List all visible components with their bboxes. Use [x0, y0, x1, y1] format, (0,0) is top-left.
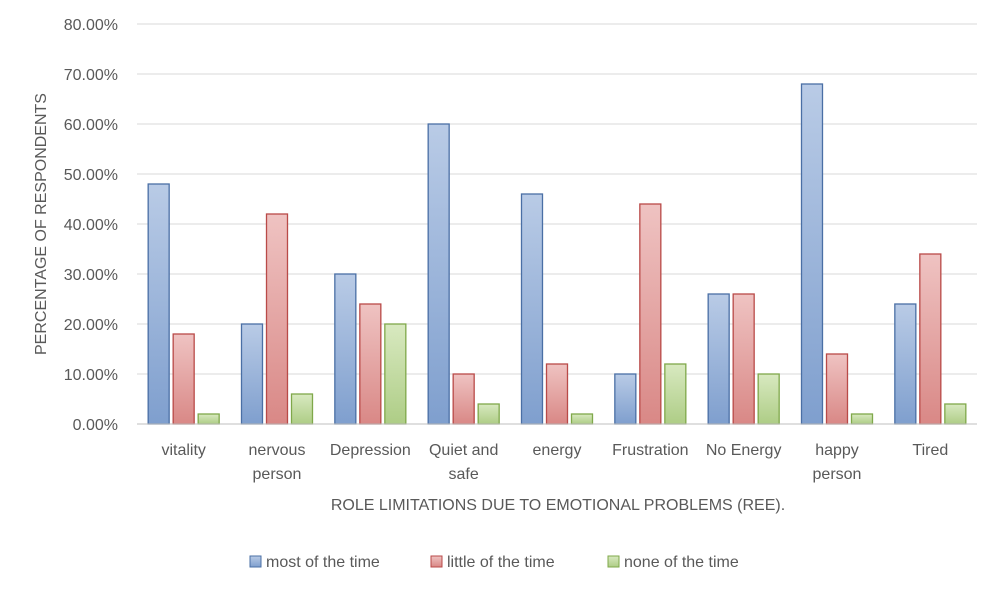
bar-none-of-the-time-depression	[384, 323, 407, 425]
bar-most-of-the-time-happy-person	[800, 83, 824, 425]
bars	[137, 83, 977, 425]
x-tick-label: vitality	[161, 442, 205, 459]
x-tick-label: nervous person	[249, 442, 306, 483]
x-tick-label: Quiet and safe	[429, 442, 498, 483]
x-axis-title: ROLE LIMITATIONS DUE TO EMOTIONAL PROBLE…	[331, 497, 785, 514]
bar-most-of-the-time-energy	[520, 193, 544, 425]
bar-most-of-the-time-vitality	[147, 183, 170, 425]
bar-little-of-the-time-happy-person	[825, 353, 849, 425]
bar-little-of-the-time-quiet-and-safe	[452, 373, 475, 425]
bar-none-of-the-time-vitality	[197, 413, 220, 425]
x-tick-label: No Energy	[706, 442, 782, 459]
y-tick-label: 20.00%	[64, 317, 118, 334]
bar-none-of-the-time-frustration	[664, 363, 687, 425]
x-tick-label: happy person	[813, 442, 862, 483]
bar-none-of-the-time-nervous-person	[290, 393, 314, 425]
bar-none-of-the-time-no-energy	[757, 373, 780, 425]
bar-most-of-the-time-depression	[334, 273, 357, 425]
bar-little-of-the-time-frustration	[639, 203, 662, 425]
bar-most-of-the-time-frustration	[614, 373, 637, 425]
legend-swatch	[607, 555, 620, 568]
y-tick-label: 10.00%	[64, 367, 118, 384]
bar-little-of-the-time-nervous-person	[265, 213, 289, 425]
bar-little-of-the-time-energy	[545, 363, 569, 425]
bar-little-of-the-time-no-energy	[732, 293, 755, 425]
legend: most of the time little of the time none o…	[249, 554, 739, 571]
legend-label: none of the time	[624, 554, 739, 571]
y-tick-label: 60.00%	[64, 117, 118, 134]
bar-none-of-the-time-quiet-and-safe	[477, 403, 500, 425]
bar-none-of-the-time-tired	[944, 403, 967, 425]
x-tick-label: energy	[533, 442, 582, 459]
bar-little-of-the-time-vitality	[172, 333, 195, 425]
x-tick-label: Depression	[330, 442, 411, 459]
bar-most-of-the-time-no-energy	[707, 293, 730, 425]
bar-most-of-the-time-quiet-and-safe	[427, 123, 450, 425]
legend-label: most of the time	[266, 554, 380, 571]
y-tick-label: 30.00%	[64, 267, 118, 284]
y-tick-label: 70.00%	[64, 67, 118, 84]
bar-none-of-the-time-happy-person	[850, 413, 874, 425]
legend-swatch	[430, 555, 443, 568]
bar-little-of-the-time-tired	[919, 253, 942, 425]
y-tick-label: 80.00%	[64, 17, 118, 34]
x-tick-label: Frustration	[612, 442, 688, 459]
y-tick-label: 50.00%	[64, 167, 118, 184]
bar-most-of-the-time-tired	[894, 303, 917, 425]
bar-most-of-the-time-nervous-person	[240, 323, 264, 425]
y-axis-ticks: 0.00% 10.00% 20.00% 30.00% 40.00% 50.00% 60.00…	[64, 17, 118, 434]
y-axis-title: PERCENTAGE OF RESPONDENTS	[33, 93, 50, 355]
x-tick-label: Tired	[912, 442, 948, 459]
x-axis-ticks: vitality nervous person Depression Quiet and…	[161, 442, 948, 483]
bar-none-of-the-time-energy	[570, 413, 594, 425]
y-tick-label: 40.00%	[64, 217, 118, 234]
legend-swatch	[249, 555, 262, 568]
bar-little-of-the-time-depression	[359, 303, 382, 425]
y-tick-label: 0.00%	[73, 417, 118, 434]
legend-label: little of the time	[447, 554, 555, 571]
